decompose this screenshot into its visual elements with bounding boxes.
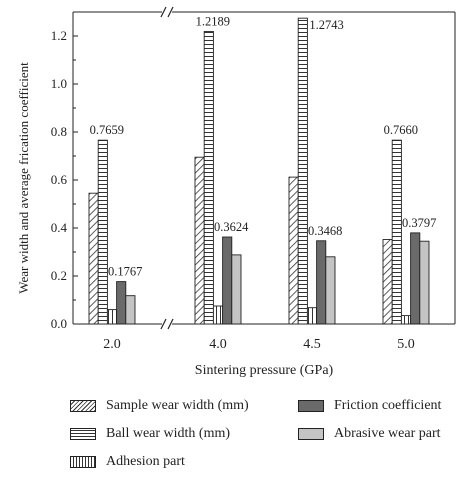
bar-abrasive-wear-part-5.0 <box>419 240 430 325</box>
data-label: 1.2189 <box>196 14 230 28</box>
bar-abrasive-wear-part-2.0 <box>125 295 136 325</box>
legend-label: Ball wear width (mm) <box>106 426 231 441</box>
data-labels: 0.7659 0.1767 1.2189 0.3624 1.2743 0.3468 0.76… <box>90 14 437 278</box>
data-label: 0.7660 <box>384 123 418 137</box>
data-label: 0.1767 <box>108 265 142 279</box>
legend-item-sample-wear-width: Sample wear width (mm) <box>70 398 249 414</box>
x-tick-label: 2.0 <box>103 337 121 352</box>
bar-abrasive-wear-part-4.5 <box>325 256 336 325</box>
data-label: 0.3624 <box>214 220 249 234</box>
legend-item-friction-coefficient: Friction coefficient <box>298 398 441 414</box>
bar-sample-wear-width-mm-2.0 <box>88 192 99 325</box>
bar-adhesion-part-4.5 <box>306 307 318 325</box>
axis-break-top-1 <box>167 6 174 18</box>
axes: 0.0 0.2 0.4 0.6 0.8 1.0 1.2 2.0 4.0 4.5 5.0 <box>51 6 456 352</box>
bar-friction-coefficient-2.0 <box>116 281 127 325</box>
y-tick-label: 0.4 <box>51 220 68 235</box>
bar-adhesion-part-5.0 <box>400 315 412 325</box>
y-tick-label: 1.2 <box>51 28 67 43</box>
legend-swatch-horizontal <box>70 428 96 440</box>
bar-ball-wear-width-mm-5.0 <box>391 139 402 325</box>
x-tick-label: 4.0 <box>209 337 227 352</box>
bar-sample-wear-width-mm-4.0 <box>194 156 205 325</box>
bar-adhesion-part-4.0 <box>212 305 224 325</box>
bar-friction-coefficient-4.5 <box>316 240 327 325</box>
data-label: 0.7659 <box>90 123 124 137</box>
data-label: 1.2743 <box>309 18 343 32</box>
data-label: 0.3797 <box>402 216 436 230</box>
legend-item-abrasive-wear-part: Abrasive wear part <box>298 426 441 442</box>
axis-break-bottom-0 <box>160 318 167 330</box>
legend-label: Abrasive wear part <box>334 426 441 441</box>
x-tick-label: 4.5 <box>303 337 321 352</box>
legend-swatch-dark <box>298 400 324 412</box>
legend-label: Adhesion part <box>106 454 185 469</box>
bar-sample-wear-width-mm-5.0 <box>382 239 393 325</box>
bar-friction-coefficient-5.0 <box>410 232 421 325</box>
axis-break-top-0 <box>160 6 167 18</box>
y-tick-label: 0.0 <box>51 316 67 331</box>
bars <box>88 17 430 325</box>
axis-break-bottom-1 <box>167 318 174 330</box>
legend-label: Friction coefficient <box>334 398 442 413</box>
bar-friction-coefficient-4.0 <box>222 236 233 325</box>
x-tick-label: 5.0 <box>397 337 415 352</box>
legend-item-adhesion-part: Adhesion part <box>70 454 185 470</box>
data-label: 0.3468 <box>308 224 342 238</box>
x-axis-label: Sintering pressure (GPa) <box>195 363 334 378</box>
bar-ball-wear-width-mm-4.5 <box>297 17 308 325</box>
y-tick-label: 1.0 <box>51 76 67 91</box>
bar-chart: 0.0 0.2 0.4 0.6 0.8 1.0 1.2 2.0 4.0 4.5 5.0 0.7659… <box>16 6 456 378</box>
y-tick-label: 0.8 <box>51 124 67 139</box>
legend-label: Sample wear width (mm) <box>106 398 249 413</box>
bar-ball-wear-width-mm-2.0 <box>97 139 108 325</box>
legend-swatch-diagonal <box>70 400 96 412</box>
legend-swatch-vertical <box>70 456 96 468</box>
legend-swatch-light <box>298 428 324 440</box>
bar-ball-wear-width-mm-4.0 <box>203 31 214 325</box>
legend: Sample wear width (mm) Ball wear width (… <box>64 394 464 484</box>
y-tick-label: 0.2 <box>51 268 67 283</box>
y-axis-label: Wear width and average frication coeffic… <box>16 62 31 294</box>
y-tick-label: 0.6 <box>51 172 68 187</box>
bar-adhesion-part-2.0 <box>106 309 118 325</box>
legend-item-ball-wear-width: Ball wear width (mm) <box>70 426 230 442</box>
bar-sample-wear-width-mm-4.5 <box>288 176 299 325</box>
bar-abrasive-wear-part-4.0 <box>231 254 242 325</box>
